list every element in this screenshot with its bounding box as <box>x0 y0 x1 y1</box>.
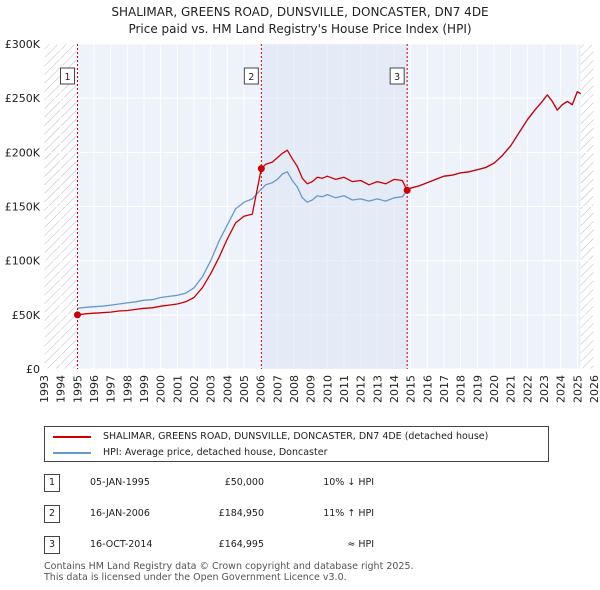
sale-label-box <box>389 67 405 85</box>
x-tick-label: 2001 <box>171 375 184 403</box>
x-tick-label: 2023 <box>538 375 551 403</box>
y-tick-label: £150K <box>5 201 41 214</box>
y-tick-label: £300K <box>5 38 41 51</box>
y-tick-label: £0 <box>26 363 40 376</box>
footer-licence: This data is licensed under the Open Gov… <box>44 572 347 583</box>
x-tick-label: 2008 <box>288 375 301 403</box>
x-tick-label: 2010 <box>321 375 334 403</box>
footer: Contains HM Land Registry data © Crown c… <box>44 561 414 583</box>
x-tick-label: 2012 <box>355 375 368 403</box>
sale-point <box>74 311 81 319</box>
sale-date: 05-JAN-1995 <box>90 477 150 488</box>
x-tick-label: 2011 <box>338 375 351 403</box>
footer-copyright: Contains HM Land Registry data © Crown c… <box>44 561 414 572</box>
sale-point <box>403 186 411 194</box>
x-tick-label: 2022 <box>521 375 534 403</box>
x-tick-label: 1995 <box>71 375 84 403</box>
x-tick-label: 2018 <box>455 375 468 403</box>
chart-title-line2: Price paid vs. HM Land Registry's House … <box>128 22 472 36</box>
price-chart: 1 2 3 £0 £50K £100K £150K £200K £250K £300K 1993 1… <box>5 38 600 403</box>
y-tick-label: £200K <box>5 146 41 159</box>
x-tick-label: 2016 <box>421 375 434 403</box>
legend: SHALIMAR, GREENS ROAD, DUNSVILLE, DONCAS… <box>44 426 549 462</box>
sale-label: 3 <box>394 72 400 83</box>
legend-label-property: SHALIMAR, GREENS ROAD, DUNSVILLE, DONCAS… <box>103 431 489 442</box>
x-tick-label: 2026 <box>588 375 600 403</box>
x-tick-label: 1999 <box>138 375 151 403</box>
x-tick-label: 2017 <box>438 375 451 403</box>
x-tick-label: 1998 <box>121 375 134 403</box>
sale-price: £50,000 <box>224 477 264 488</box>
sale-label: 1 <box>64 72 70 83</box>
x-tick-label: 2014 <box>388 375 401 403</box>
sale-label-box <box>60 67 75 85</box>
sale-number-badge: 3 <box>44 536 60 554</box>
x-tick-label: 2021 <box>505 375 518 403</box>
sale-hpi-comparison: 10% ↓ HPI <box>323 477 374 488</box>
ownership-band <box>261 44 408 369</box>
y-tick-label: £50K <box>12 309 41 322</box>
sale-label-box <box>243 67 259 85</box>
x-tick-label: 1997 <box>105 375 118 403</box>
x-tick-label: 2002 <box>188 375 201 403</box>
sale-number-badge: 2 <box>44 505 60 523</box>
sale-row: 1 05-JAN-1995 £50,000 10% ↓ HPI <box>44 474 444 492</box>
sale-hpi-comparison: 11% ↑ HPI <box>323 508 374 519</box>
sale-row: 2 16-JAN-2006 £184,950 11% ↑ HPI <box>44 505 444 523</box>
legend-swatch-hpi <box>53 452 91 454</box>
legend-swatch-property <box>53 436 91 438</box>
x-tick-label: 2006 <box>255 375 268 403</box>
y-tick-label: £250K <box>5 92 41 105</box>
x-tick-label: 2004 <box>221 375 234 403</box>
sale-price: £164,995 <box>218 539 264 550</box>
chart-title: SHALIMAR, GREENS ROAD, DUNSVILLE, DONCAS… <box>0 4 600 38</box>
x-tick-label: 2000 <box>155 375 168 403</box>
sale-number-badge: 1 <box>44 474 60 492</box>
sale-date: 16-JAN-2006 <box>90 508 150 519</box>
sale-row: 3 16-OCT-2014 £164,995 ≈ HPI <box>44 536 444 554</box>
x-tick-label: 2003 <box>205 375 218 403</box>
sale-price: £184,950 <box>218 508 264 519</box>
legend-label-hpi: HPI: Average price, detached house, Donc… <box>103 447 328 458</box>
chart-title-line1: SHALIMAR, GREENS ROAD, DUNSVILLE, DONCAS… <box>111 5 489 19</box>
x-tick-label: 2024 <box>555 375 568 403</box>
sale-label: 2 <box>248 72 254 83</box>
x-tick-label: 1993 <box>38 375 51 403</box>
sale-date: 16-OCT-2014 <box>90 539 153 550</box>
x-tick-label: 2009 <box>305 375 318 403</box>
x-tick-label: 2005 <box>238 375 251 403</box>
x-tick-label: 1996 <box>88 375 101 403</box>
property-price-line <box>77 91 582 316</box>
x-tick-label: 2015 <box>405 375 418 403</box>
x-tick-label: 2025 <box>571 375 584 403</box>
x-tick-label: 1994 <box>55 375 68 403</box>
x-tick-label: 2020 <box>488 375 501 403</box>
sale-hpi-comparison: ≈ HPI <box>347 539 374 550</box>
x-tick-label: 2019 <box>471 375 484 403</box>
x-tick-label: 2013 <box>371 375 384 403</box>
sale-point <box>257 165 265 173</box>
y-tick-label: £100K <box>5 255 41 268</box>
x-tick-label: 2007 <box>271 375 284 403</box>
